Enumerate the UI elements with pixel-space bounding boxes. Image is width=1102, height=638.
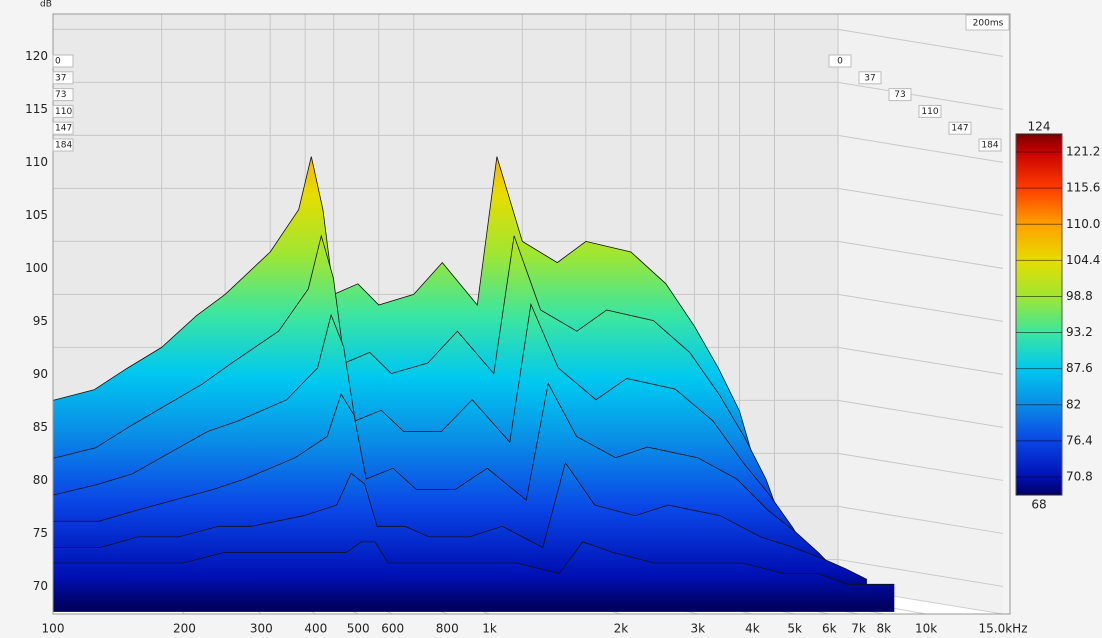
- colorbar-label: 110.0: [1066, 217, 1100, 231]
- y-tick-label: 85: [33, 420, 48, 434]
- time-label-box: [888, 88, 912, 102]
- colorbar: [1015, 133, 1063, 496]
- y-tick-label: 90: [33, 367, 48, 381]
- colorbar-label: 104.4: [1066, 253, 1100, 267]
- colorbar-label: 68: [1031, 498, 1046, 512]
- x-tick-label: 8k: [877, 622, 892, 636]
- time-label-box: [52, 88, 74, 102]
- slice-line: [52, 234, 786, 533]
- time-label: 147: [55, 124, 72, 134]
- colorbar-label: 124: [1028, 120, 1051, 134]
- y-tick-label: 75: [33, 526, 48, 540]
- time-label-box: [52, 104, 74, 118]
- slice-line: [52, 302, 813, 559]
- time-label-box: [978, 138, 1002, 152]
- x-tick-label: 600: [381, 622, 404, 636]
- x-tick-label: 2k: [614, 622, 629, 636]
- time-label-box: [918, 104, 942, 118]
- slice-line: [53, 461, 868, 580]
- time-label: 147: [951, 124, 968, 134]
- plot-frame: [52, 13, 1011, 615]
- time-label-box: [52, 138, 74, 152]
- y-tick-label: 100: [25, 261, 48, 275]
- time-label: 184: [55, 141, 72, 151]
- slice-line: [53, 382, 840, 575]
- colorbar-label: 87.6: [1066, 361, 1093, 375]
- y-axis-label: dB: [40, 0, 52, 10]
- slice-area: [53, 541, 895, 612]
- x-tick-label: 800: [436, 622, 459, 636]
- x-tick-label: 15.0kHz: [979, 622, 1028, 636]
- time-label: 184: [981, 141, 998, 151]
- y-tick-label: 70: [33, 579, 48, 593]
- y-tick-label: 110: [25, 155, 48, 169]
- x-tick-label: 4k: [745, 622, 760, 636]
- time-label-box: [52, 54, 74, 68]
- x-tick-label: 400: [304, 622, 327, 636]
- time-label-box: [948, 121, 972, 135]
- x-tick-label: 500: [347, 622, 370, 636]
- side-wall: [838, 14, 1003, 614]
- y-tick-label: 115: [25, 102, 48, 116]
- time-label: 73: [894, 90, 905, 100]
- x-tick-label: 300: [250, 622, 273, 636]
- time-label: 73: [55, 90, 66, 100]
- colorbar-label: 121.2: [1066, 145, 1100, 159]
- time-label-box: [858, 71, 882, 85]
- y-tick-label: 105: [25, 208, 48, 222]
- time-label: 37: [55, 73, 66, 83]
- time-label: 37: [864, 73, 875, 83]
- y-tick-label: 120: [25, 49, 48, 63]
- x-tick-label: 6k: [822, 622, 837, 636]
- time-label-box: [52, 121, 74, 135]
- time-label-box: [52, 71, 74, 85]
- x-tick-label: 5k: [787, 622, 802, 636]
- y-tick-label: 95: [33, 314, 48, 328]
- x-tick-label: 7k: [851, 622, 866, 636]
- time-span-box: [965, 14, 1010, 31]
- time-label-box: [828, 54, 852, 68]
- time-span-label: 200ms: [973, 19, 1004, 29]
- colorbar-label: 115.6: [1066, 181, 1100, 195]
- time-label: 110: [55, 107, 72, 117]
- x-tick-label: 100: [42, 622, 65, 636]
- y-tick-label: 80: [33, 473, 48, 487]
- colorbar-label: 93.2: [1066, 325, 1093, 339]
- colorbar-label: 76.4: [1066, 433, 1093, 447]
- colorbar-label: 98.8: [1066, 289, 1093, 303]
- colorbar-label: 82: [1066, 397, 1081, 411]
- slice-line: [52, 156, 759, 475]
- colorbar-label: 70.8: [1066, 469, 1093, 483]
- time-label: 110: [921, 107, 938, 117]
- x-tick-label: 1k: [482, 622, 497, 636]
- slice-line: [53, 541, 895, 585]
- x-tick-label: 200: [173, 622, 196, 636]
- time-label: 0: [55, 57, 61, 67]
- time-label: 0: [837, 57, 843, 67]
- x-tick-label: 10k: [915, 622, 937, 636]
- x-tick-label: 3k: [691, 622, 706, 636]
